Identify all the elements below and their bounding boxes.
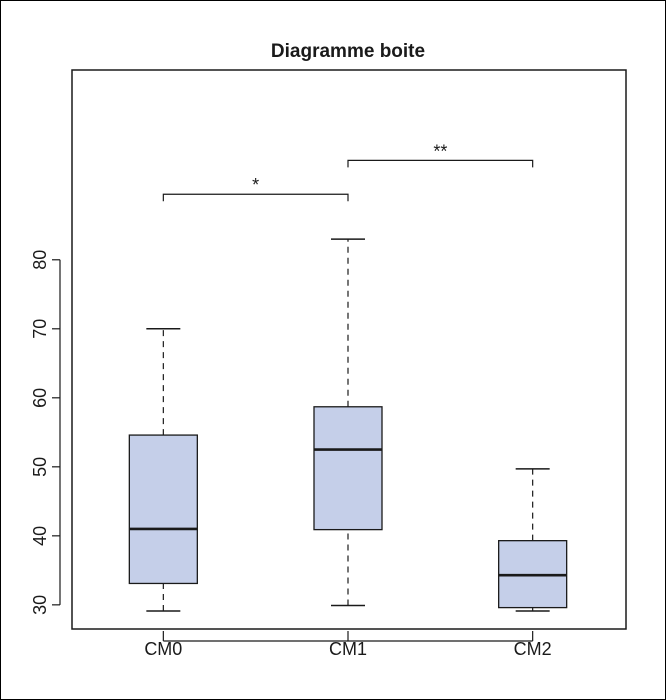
significance-brackets: *** [162,141,534,202]
chart-title: Diagramme boite [271,41,425,62]
y-tick-label: 50 [30,457,50,477]
box-cm1 [313,238,383,607]
y-tick-label: 70 [30,319,50,339]
box-cm0 [128,328,198,612]
box-iqr [313,406,383,531]
y-tick-label: 80 [30,250,50,270]
x-tick-label: CM1 [329,639,367,659]
bracket-line [347,159,534,168]
y-tick-label: 40 [30,526,50,546]
x-tick-label: CM2 [514,639,552,659]
x-tick-label: CM0 [144,639,182,659]
y-tick-label: 30 [30,595,50,615]
x-axis: CM0 CM1 CM2 [144,631,552,659]
significance-bracket: * [162,175,349,202]
significance-bracket: ** [347,141,534,168]
plot-area-border [71,69,627,630]
box-iqr [128,434,198,585]
box-cm2 [498,468,568,612]
y-axis: 30 40 50 60 70 80 [30,250,61,615]
significance-label: * [252,175,259,195]
y-tick-label: 60 [30,388,50,408]
box-series [128,238,568,612]
bracket-line [162,193,349,202]
significance-label: ** [433,141,447,161]
